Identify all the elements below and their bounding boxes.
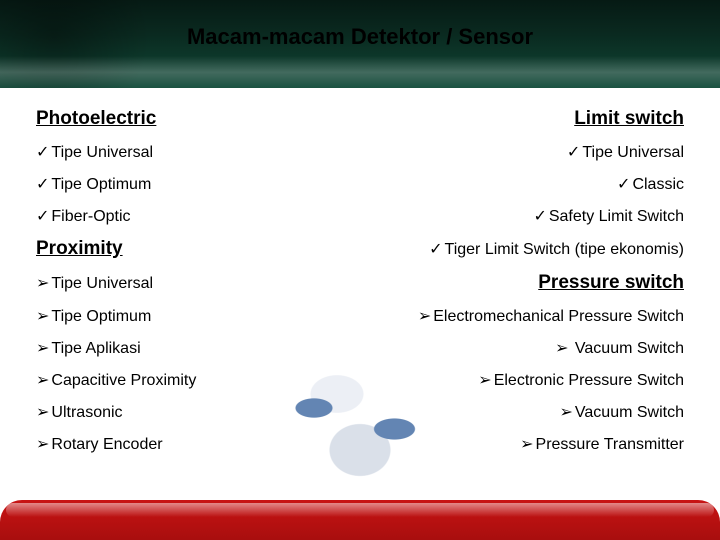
item-label: Electronic Pressure Switch bbox=[494, 372, 684, 389]
left-item: ➢Capacitive Proximity bbox=[36, 370, 196, 390]
item-label: Tipe Universal bbox=[582, 144, 684, 161]
item-row: ➢Ultrasonic ➢Vacuum Switch bbox=[36, 402, 684, 422]
left-item: ➢Tipe Aplikasi bbox=[36, 338, 141, 358]
arrow-icon: ➢ bbox=[36, 372, 49, 389]
item-label: Tipe Aplikasi bbox=[51, 340, 140, 357]
heading-pressure-switch: Pressure switch bbox=[538, 272, 684, 294]
heading-row-2: Proximity ✓Tiger Limit Switch (tipe ekon… bbox=[36, 238, 684, 260]
right-item: ➢Pressure Transmitter bbox=[520, 434, 684, 454]
page-title: Macam-macam Detektor / Sensor bbox=[0, 24, 720, 50]
item-label: Tipe Optimum bbox=[51, 308, 151, 325]
check-icon: ✓ bbox=[429, 241, 442, 258]
arrow-icon: ➢ bbox=[36, 308, 49, 325]
item-label: Tipe Universal bbox=[51, 275, 153, 292]
item-label: Electromechanical Pressure Switch bbox=[433, 308, 684, 325]
item-label: Capacitive Proximity bbox=[51, 372, 196, 389]
item-label: Rotary Encoder bbox=[51, 436, 162, 453]
footer-band bbox=[0, 500, 720, 540]
left-item: ➢Tipe Optimum bbox=[36, 306, 151, 326]
right-item: ➢ Vacuum Switch bbox=[555, 338, 684, 358]
content-area: Photoelectric Limit switch ✓Tipe Univers… bbox=[36, 108, 684, 466]
check-icon: ✓ bbox=[36, 176, 49, 193]
right-item: ✓Tiger Limit Switch (tipe ekonomis) bbox=[429, 239, 684, 259]
arrow-icon: ➢ bbox=[418, 308, 431, 325]
right-item: ➢Vacuum Switch bbox=[560, 402, 684, 422]
right-item: ➢Electronic Pressure Switch bbox=[478, 370, 684, 390]
arrow-icon: ➢ bbox=[36, 275, 49, 292]
item-label: Tipe Universal bbox=[51, 144, 153, 161]
heading-photoelectric: Photoelectric bbox=[36, 108, 156, 130]
arrow-icon: ➢ bbox=[36, 436, 49, 453]
right-item: ➢Electromechanical Pressure Switch bbox=[418, 306, 684, 326]
left-item: ➢Tipe Universal bbox=[36, 273, 153, 293]
left-item: ➢Ultrasonic bbox=[36, 402, 123, 422]
heading-limit-switch: Limit switch bbox=[574, 108, 684, 130]
item-label: Tiger Limit Switch (tipe ekonomis) bbox=[445, 241, 684, 258]
arrow-icon: ➢ bbox=[520, 436, 533, 453]
arrow-icon: ➢ bbox=[555, 340, 568, 357]
arrow-icon: ➢ bbox=[478, 372, 491, 389]
item-label: Pressure Transmitter bbox=[536, 436, 684, 453]
item-row: ✓Tipe Optimum ✓Classic bbox=[36, 174, 684, 194]
arrow-icon: ➢ bbox=[36, 404, 49, 421]
item-label: Tipe Optimum bbox=[51, 176, 151, 193]
item-row: ➢Rotary Encoder ➢Pressure Transmitter bbox=[36, 434, 684, 454]
heading-proximity: Proximity bbox=[36, 238, 123, 260]
right-item: ✓Tipe Universal bbox=[567, 142, 684, 162]
right-item: ✓Classic bbox=[617, 174, 684, 194]
item-label: Safety Limit Switch bbox=[549, 208, 684, 225]
item-label: Fiber-Optic bbox=[51, 208, 130, 225]
left-item: ➢Rotary Encoder bbox=[36, 434, 163, 454]
check-icon: ✓ bbox=[36, 208, 49, 225]
item-row: ➢Tipe Optimum ➢Electromechanical Pressur… bbox=[36, 306, 684, 326]
arrow-icon: ➢ bbox=[560, 404, 573, 421]
item-label: Ultrasonic bbox=[51, 404, 122, 421]
right-item: ✓Safety Limit Switch bbox=[533, 206, 684, 226]
heading-row-3: ➢Tipe Universal Pressure switch bbox=[36, 272, 684, 294]
item-row: ✓Tipe Universal ✓Tipe Universal bbox=[36, 142, 684, 162]
item-label: Classic bbox=[632, 176, 684, 193]
item-row: ➢Capacitive Proximity ➢Electronic Pressu… bbox=[36, 370, 684, 390]
check-icon: ✓ bbox=[617, 176, 630, 193]
arrow-icon: ➢ bbox=[36, 340, 49, 357]
check-icon: ✓ bbox=[36, 144, 49, 161]
left-item: ✓Fiber-Optic bbox=[36, 206, 131, 226]
item-row: ✓Fiber-Optic ✓Safety Limit Switch bbox=[36, 206, 684, 226]
left-item: ✓Tipe Optimum bbox=[36, 174, 151, 194]
header-gloss bbox=[0, 56, 720, 88]
item-label: Vacuum Switch bbox=[575, 404, 684, 421]
left-item: ✓Tipe Universal bbox=[36, 142, 153, 162]
heading-row-1: Photoelectric Limit switch bbox=[36, 108, 684, 130]
item-row: ➢Tipe Aplikasi ➢ Vacuum Switch bbox=[36, 338, 684, 358]
check-icon: ✓ bbox=[567, 144, 580, 161]
item-label: Vacuum Switch bbox=[570, 340, 684, 357]
check-icon: ✓ bbox=[533, 208, 546, 225]
